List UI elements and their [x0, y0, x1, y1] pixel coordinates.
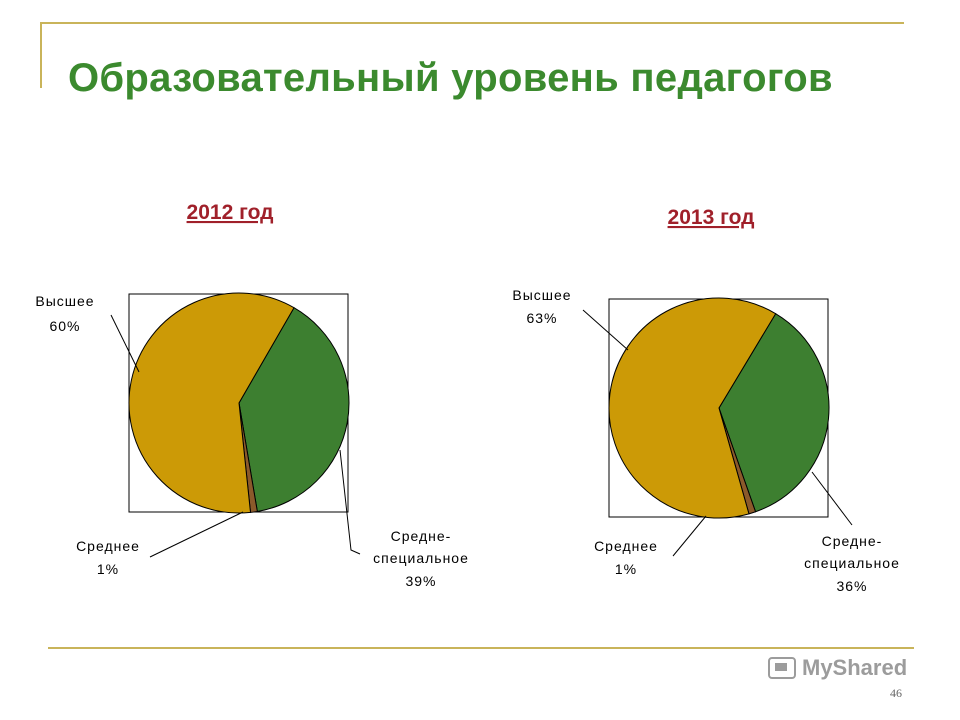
slice-value-special-2012: 39% [405, 573, 436, 589]
slice-value-higher-2012: 60% [49, 318, 80, 334]
slice-label-higher-2013: Высшее [512, 287, 571, 303]
watermark-text: MyShared [802, 655, 908, 680]
leader-line-higher-2012 [110, 314, 140, 373]
top-border-line [40, 22, 904, 24]
page-number: 46 [890, 686, 902, 700]
pie-slice-higher-2012 [128, 292, 295, 514]
slice-label-secondary-2013: Среднее [594, 538, 658, 554]
slice-label-special-line1-2012: Средне- [391, 528, 452, 544]
slice-label-higher-2012: Высшее [35, 293, 94, 309]
pie-slice-higher-2013 [608, 297, 777, 519]
left-border-line [40, 22, 42, 88]
slice-label-secondary-2012: Среднее [76, 538, 140, 554]
leader-line-secondary-2012 [149, 511, 244, 558]
pie-slices-2012 [128, 292, 350, 514]
slide-title: Образовательный уровень педагогов [68, 56, 833, 100]
pie-chart-2013: 2013 год Высшее 63% Среднее 1% Средне- с… [512, 206, 900, 594]
bottom-border-line [48, 647, 914, 649]
slice-label-special-line1-2013: Средне- [822, 533, 883, 549]
slice-value-special-2013: 36% [836, 578, 867, 594]
slice-value-higher-2013: 63% [526, 310, 557, 326]
leader-line-special-2013 [811, 471, 853, 526]
slice-value-secondary-2013: 1% [615, 561, 637, 577]
chart-title-2012: 2012 год [187, 201, 274, 224]
leader-line-secondary-2013 [672, 515, 707, 557]
leader-line-special-2012 [339, 449, 361, 555]
chart-title-2013: 2013 год [668, 206, 755, 229]
slice-label-special-line2-2012: специальное [373, 550, 469, 566]
pie-slices-2013 [608, 297, 830, 519]
presentation-icon [768, 657, 796, 679]
slice-value-secondary-2012: 1% [97, 561, 119, 577]
pie-slice-special-2013 [718, 313, 830, 513]
leader-line-higher-2013 [582, 309, 629, 351]
slice-label-special-line2-2013: специальное [804, 555, 900, 571]
watermark-logo: MyShared [768, 655, 907, 681]
pie-chart-2012: 2012 год Высшее 60% Среднее 1% Средне- с… [35, 201, 469, 589]
pie-slice-special-2012 [238, 307, 350, 513]
